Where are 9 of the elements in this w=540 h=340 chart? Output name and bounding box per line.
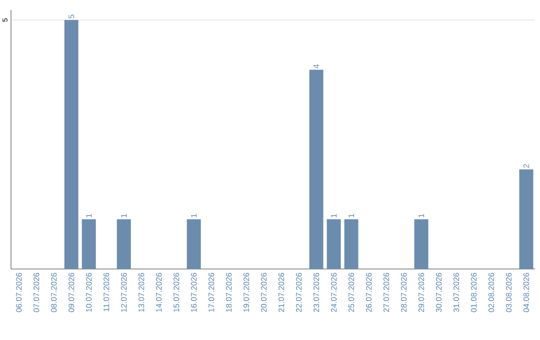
bar <box>344 219 358 269</box>
bar <box>186 219 201 269</box>
bar <box>414 219 428 269</box>
bar <box>64 20 78 269</box>
bar <box>116 219 131 269</box>
bar <box>519 169 534 269</box>
bar <box>82 219 96 269</box>
bar <box>326 219 341 269</box>
bar <box>309 70 324 269</box>
